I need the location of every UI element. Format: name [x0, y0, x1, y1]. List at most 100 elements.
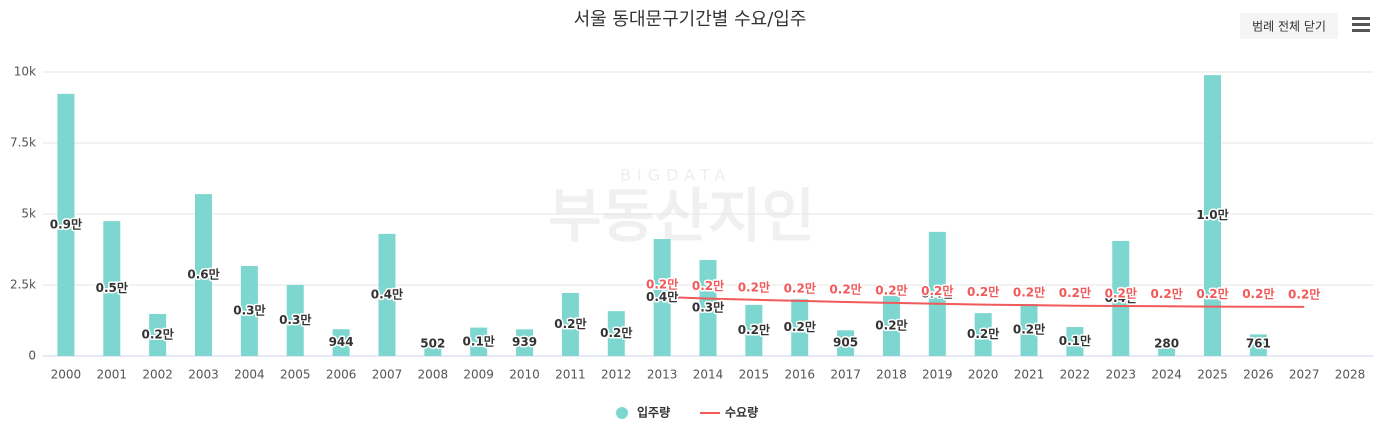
bar	[424, 341, 442, 356]
x-tick-label: 2014	[693, 368, 724, 382]
bar	[195, 194, 213, 356]
bar-value-label: 0.2만	[738, 322, 770, 337]
x-tick-label: 2021	[1014, 368, 1045, 382]
x-tick-label: 2027	[1289, 368, 1320, 382]
bar	[103, 221, 121, 356]
bar-value-label: 502	[420, 337, 445, 351]
bar-value-label: 0.4만	[646, 289, 678, 304]
bar	[607, 311, 625, 356]
line-value-label: 0.2만	[1288, 286, 1320, 301]
bar	[791, 299, 809, 356]
y-tick-label: 5k	[21, 207, 36, 221]
bar	[1112, 240, 1130, 356]
line-value-label: 0.2만	[1059, 285, 1091, 300]
x-tick-label: 2010	[509, 368, 540, 382]
x-tick-label: 2020	[968, 368, 999, 382]
bar	[1203, 75, 1221, 357]
x-tick-label: 2009	[463, 368, 494, 382]
bar	[57, 93, 75, 357]
legend-marker	[616, 407, 628, 419]
line	[662, 295, 1305, 308]
x-tick-label: 2022	[1060, 368, 1091, 382]
bar	[332, 329, 350, 356]
x-tick-label: 2011	[555, 368, 586, 382]
bar-value-label: 0.4만	[1105, 290, 1137, 305]
x-tick-label: 2007	[372, 368, 403, 382]
bar	[745, 304, 763, 356]
bar	[286, 285, 304, 356]
x-tick-label: 2028	[1335, 368, 1366, 382]
x-tick-label: 2000	[51, 368, 82, 382]
x-tick-label: 2002	[142, 368, 173, 382]
bar	[149, 313, 167, 356]
y-tick-label: 0	[28, 349, 36, 363]
line-value-label: 0.2만	[1196, 286, 1228, 301]
line-value-label: 0.2만	[1242, 286, 1274, 301]
line-value-label: 0.2만	[875, 282, 907, 297]
line-value-label: 0.2만	[784, 280, 816, 295]
x-tick-label: 2006	[326, 368, 357, 382]
bar	[516, 329, 534, 356]
x-tick-label: 2008	[418, 368, 449, 382]
legend-toggle-button[interactable]	[1240, 13, 1338, 39]
bar	[882, 296, 900, 356]
bar	[240, 265, 258, 356]
bar-value-label: 944	[329, 335, 354, 349]
x-tick-label: 2017	[830, 368, 861, 382]
bar-value-label: 1.0만	[1196, 207, 1228, 222]
line-value-label: 0.2만	[1105, 286, 1137, 301]
x-tick-label: 2019	[922, 368, 953, 382]
bar-value-label: 0.6만	[187, 267, 219, 282]
x-tick-label: 2025	[1197, 368, 1228, 382]
x-tick-label: 2001	[97, 368, 128, 382]
line-value-label: 0.2만	[967, 284, 999, 299]
bar-value-label: 0.2만	[141, 326, 173, 341]
bar-value-label: 939	[512, 335, 537, 349]
x-tick-label: 2018	[876, 368, 907, 382]
bar-value-label: 0.2만	[554, 316, 586, 331]
bar-value-label: 0.1만	[463, 333, 495, 348]
bar-value-label: 0.1만	[1059, 333, 1091, 348]
bar-value-label: 0.2만	[967, 326, 999, 341]
bar-value-label: 0.3만	[233, 302, 265, 317]
x-tick-label: 2013	[647, 368, 678, 382]
x-tick-label: 2015	[739, 368, 770, 382]
bar	[1249, 334, 1267, 356]
bar-value-label: 0.2만	[784, 319, 816, 334]
bar	[974, 313, 992, 356]
x-tick-label: 2024	[1151, 368, 1182, 382]
x-tick-label: 2003	[188, 368, 219, 382]
line-value-label: 0.2만	[1150, 286, 1182, 301]
x-tick-label: 2026	[1243, 368, 1274, 382]
x-tick-label: 2004	[234, 368, 265, 382]
bar-value-label: 0.2만	[600, 325, 632, 340]
bar	[378, 233, 396, 356]
bar-value-label: 761	[1246, 337, 1271, 351]
legend-toggle-label[interactable]: 범례 전체 닫기	[1252, 20, 1326, 34]
legend-label: 입주량	[637, 406, 670, 420]
bar-value-label: 0.2만	[1013, 322, 1045, 337]
bar-value-label: 0.2만	[875, 318, 907, 333]
x-tick-label: 2012	[601, 368, 632, 382]
line-value-label: 0.2만	[829, 282, 861, 297]
bar	[699, 260, 717, 356]
bar	[1066, 327, 1084, 356]
bar-value-label: 0.5만	[96, 280, 128, 295]
bar-value-label: 0.4만	[921, 285, 953, 300]
line-value-label: 0.2만	[738, 279, 770, 294]
bar-value-label: 905	[833, 336, 858, 350]
line-value-label: 0.2만	[921, 283, 953, 298]
watermark: BIGDATA	[620, 166, 731, 185]
watermark: 부동산지인	[548, 182, 815, 250]
legend-label: 수요량	[725, 406, 758, 420]
x-tick-label: 2005	[280, 368, 311, 382]
line-value-label: 0.2만	[646, 276, 678, 291]
bar-value-label: 0.4만	[371, 286, 403, 301]
menu-icon[interactable]	[1352, 17, 1370, 32]
bar	[1158, 348, 1176, 356]
bar-value-label: 0.3만	[692, 300, 724, 315]
bar	[1020, 304, 1038, 356]
bar-value-label: 280	[1154, 337, 1179, 351]
bar-value-label: 0.9만	[50, 216, 82, 231]
